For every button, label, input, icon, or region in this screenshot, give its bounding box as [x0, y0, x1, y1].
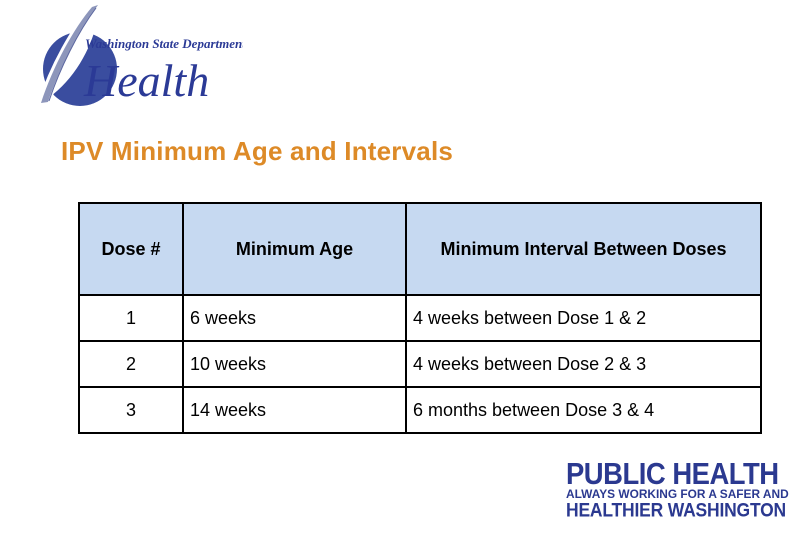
- cell-minimum-age: 10 weeks: [182, 340, 407, 388]
- doh-logo-mark-icon: [37, 2, 117, 107]
- cell-minimum-age: 14 weeks: [182, 386, 407, 434]
- public-health-logo-subtitle: HEALTHIER WASHINGTON: [566, 499, 787, 522]
- cell-dose-number: 2: [78, 340, 184, 388]
- table-row: 1 6 weeks 4 weeks between Dose 1 & 2: [78, 294, 762, 342]
- cell-dose-number: 3: [78, 386, 184, 434]
- cell-minimum-interval: 4 weeks between Dose 1 & 2: [405, 294, 762, 342]
- public-health-logo: PUBLIC HEALTH ALWAYS WORKING FOR A SAFER…: [566, 456, 806, 522]
- cell-minimum-interval: 4 weeks between Dose 2 & 3: [405, 340, 762, 388]
- table-header-minimum-age: Minimum Age: [182, 202, 407, 296]
- doh-logo-health-text: Health: [83, 55, 209, 106]
- table-header-row: Dose # Minimum Age Minimum Interval Betw…: [78, 202, 762, 296]
- cell-minimum-interval: 6 months between Dose 3 & 4: [405, 386, 762, 434]
- page-title: IPV Minimum Age and Intervals: [61, 136, 454, 166]
- table-header-dose-number: Dose #: [78, 202, 184, 296]
- cell-minimum-age: 6 weeks: [182, 294, 407, 342]
- table-row: 3 14 weeks 6 months between Dose 3 & 4: [78, 386, 762, 434]
- public-health-logo-tagline: ALWAYS WORKING FOR A SAFER AND: [566, 487, 789, 501]
- cell-dose-number: 1: [78, 294, 184, 342]
- table-row: 2 10 weeks 4 weeks between Dose 2 & 3: [78, 340, 762, 388]
- public-health-logo-title: PUBLIC HEALTH: [566, 456, 779, 491]
- table-header-minimum-interval: Minimum Interval Between Doses: [405, 202, 762, 296]
- doh-logo-department-text: Washington State Department of: [85, 36, 243, 51]
- dose-schedule-table: Dose # Minimum Age Minimum Interval Betw…: [78, 202, 762, 434]
- doh-logo: Washington State Department of Health: [37, 2, 243, 107]
